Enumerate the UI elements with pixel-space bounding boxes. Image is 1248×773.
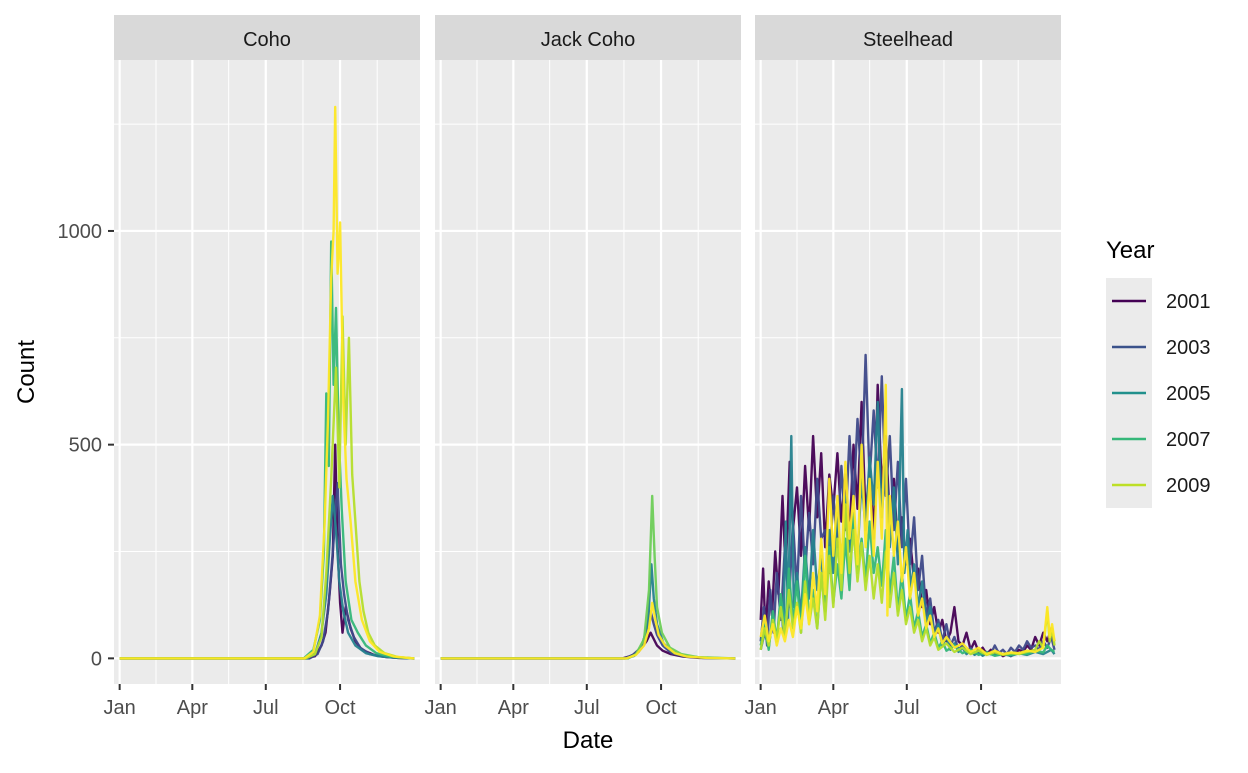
x-tick-label: Jan (745, 697, 777, 719)
y-tick-label: 500 (69, 435, 102, 457)
legend-label-2007: 2007 (1166, 429, 1211, 451)
y-tick-label: 1000 (58, 221, 103, 243)
series-line (440, 601, 736, 660)
facet-strip-label: Steelhead (863, 29, 953, 51)
facet-strip (435, 15, 741, 60)
x-tick-label: Jul (574, 697, 600, 719)
series-line (119, 105, 415, 660)
series-line (119, 315, 415, 660)
legend-label-2009: 2009 (1166, 475, 1211, 497)
x-tick-label: Apr (818, 697, 849, 719)
x-tick-label: Jan (104, 697, 136, 719)
x-tick-label: Jul (894, 697, 920, 719)
legend-label-2005: 2005 (1166, 383, 1211, 405)
series-lines (440, 494, 736, 660)
legend-label-2001: 2001 (1166, 291, 1211, 313)
panel-background (114, 60, 420, 684)
x-tick-label: Oct (966, 697, 998, 719)
legend-title: Year (1106, 237, 1155, 264)
facet-strip-label: Jack Coho (541, 29, 636, 51)
y-axis-title: Count (13, 340, 40, 404)
x-tick-label: Apr (177, 697, 208, 719)
facet-strip-label: Coho (243, 29, 291, 51)
facet-strip (114, 15, 420, 60)
facet-strip (755, 15, 1061, 60)
panel-background (435, 60, 741, 684)
x-tick-label: Oct (646, 697, 678, 719)
x-tick-label: Jan (425, 697, 457, 719)
legend: Year 2001 2003 2005 2007 2009 (1106, 237, 1211, 508)
x-axis-title: Date (563, 727, 614, 754)
legend-label-2003: 2003 (1166, 337, 1211, 359)
series-lines (759, 353, 1056, 658)
facet-panel-steelhead: Steelhead (755, 15, 1061, 684)
x-tick-label: Jul (253, 697, 279, 719)
series-lines (119, 105, 415, 660)
x-tick-label: Apr (498, 697, 529, 719)
y-tick-label: 0 (91, 648, 102, 670)
facet-panel-coho: Coho (114, 15, 420, 684)
facet-panel-jack-coho: Jack Coho (435, 15, 741, 684)
series-line (759, 383, 1056, 656)
panel-background (755, 60, 1061, 684)
x-tick-label: Oct (325, 697, 357, 719)
